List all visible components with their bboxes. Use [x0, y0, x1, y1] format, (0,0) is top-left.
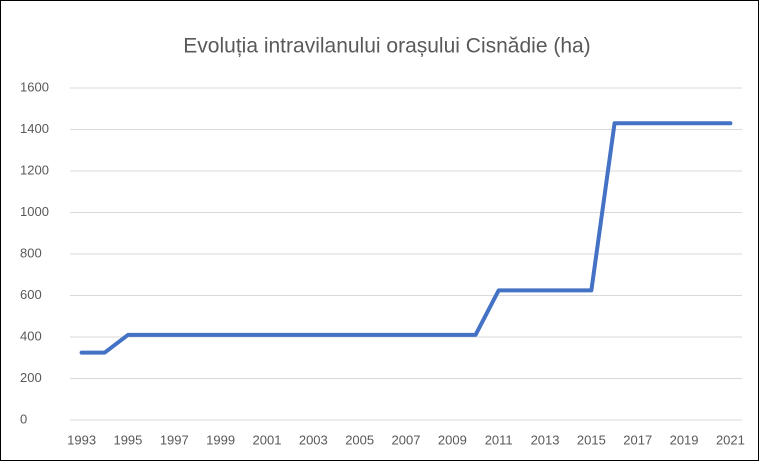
y-tick-label: 0: [20, 411, 27, 426]
y-tick-label: 1400: [20, 121, 49, 136]
x-tick-label: 2005: [345, 432, 374, 447]
x-tick-label: 2013: [531, 432, 560, 447]
x-tick-label: 1999: [206, 432, 235, 447]
x-tick-label: 2009: [438, 432, 467, 447]
x-tick-label: 2019: [670, 432, 699, 447]
y-tick-label: 200: [20, 370, 42, 385]
y-tick-label: 1000: [20, 204, 49, 219]
x-tick-label: 2007: [392, 432, 421, 447]
x-tick-label: 2001: [253, 432, 282, 447]
x-tick-label: 2011: [485, 432, 513, 447]
y-tick-label: 1600: [20, 79, 49, 94]
x-tick-label: 1993: [67, 432, 96, 447]
x-tick-label: 2021: [716, 432, 745, 447]
chart-title: Evoluția intravilanului orașului Cisnădi…: [183, 35, 590, 58]
y-tick-label: 600: [20, 287, 42, 302]
x-tick-label: 1997: [160, 432, 189, 447]
x-tick-label: 2003: [299, 432, 328, 447]
y-tick-label: 1200: [20, 162, 49, 177]
x-tick-label: 2015: [577, 432, 606, 447]
x-tick-label: 1995: [113, 432, 142, 447]
y-tick-label: 400: [20, 328, 42, 343]
y-tick-label: 800: [20, 245, 42, 260]
x-tick-label: 2017: [623, 432, 652, 447]
line: [79, 121, 733, 355]
